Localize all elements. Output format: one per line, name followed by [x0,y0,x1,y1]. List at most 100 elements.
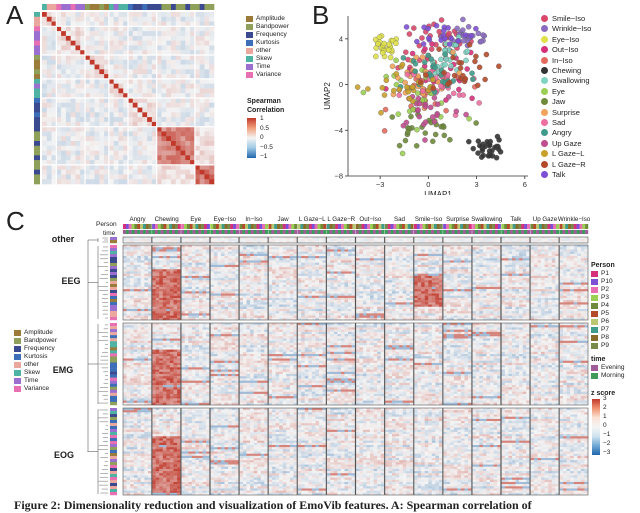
zscore-cell [140,396,145,399]
correlation-cell [61,64,67,70]
correlation-cell [161,64,167,70]
umap-point [462,32,469,38]
zscore-cell [191,325,196,328]
zscore-cell [123,249,127,252]
zscore-cell [169,300,174,303]
zscore-cell [162,402,167,406]
zscore-cell [159,351,163,355]
zscore-cell [133,340,138,344]
zscore-cell [140,462,145,465]
zscore-cell [184,488,189,491]
correlation-cell [99,174,105,180]
correlation-cell [161,93,167,99]
correlation-cell [85,83,91,89]
zscore-cell [169,302,174,305]
zscore-cell [130,380,134,384]
correlation-cell [56,35,62,41]
correlation-cell [190,155,196,161]
correlation-cell [113,136,119,142]
panel-label-c: C [6,206,25,236]
correlation-cell [132,83,138,89]
zscore-cell [162,306,167,310]
correlation-cell [85,69,91,75]
zscore-cell [191,362,196,366]
zscore-cell [162,342,167,346]
zscore-cell [181,336,185,339]
correlation-cell [175,55,181,61]
umap-point [441,132,448,139]
zscore-cell [152,331,156,335]
zscore-cell [137,340,142,344]
zscore-cell [126,284,131,288]
zscore-cell [152,473,156,476]
correlation-cell [89,59,95,65]
correlation-cell [175,145,181,151]
zscore-cell [123,338,127,341]
zscore-cell [173,492,178,496]
correlation-cell [51,35,57,41]
zscore-cell [130,269,134,272]
correlation-cell [166,78,172,84]
correlation-cell [142,141,148,147]
zscore-cell [140,389,145,392]
zscore-cell [155,269,160,272]
correlation-cell [199,141,205,147]
zscore-cell [144,481,149,485]
zscore-cell [159,449,163,452]
correlation-cell [171,40,177,46]
zscore-cell [173,325,178,328]
zscore-cell [159,258,163,261]
zscore-cell [147,402,152,406]
zscore-cell [123,253,127,257]
person-annotation-cell [131,224,135,229]
zscore-cell [133,427,138,430]
correlation-cell [65,64,71,70]
zscore-cell [195,488,200,491]
correlation-cell [199,164,205,170]
zscore-cell [206,331,210,335]
correlation-cell [118,169,124,175]
zscore-cell [144,492,149,496]
correlation-cell [166,160,172,166]
zscore-cell [166,267,171,270]
zscore-cell [123,371,127,375]
correlation-cell [132,126,138,132]
umap-point [464,48,471,55]
zscore-cell [177,438,181,441]
zscore-cell [159,317,163,321]
umap-legend-dot [541,67,548,74]
correlation-cell [137,88,143,94]
zscore-cell [155,492,160,496]
zscore-cell [140,391,145,395]
umap-point [462,76,469,82]
zscore-cell [191,382,196,386]
umap-point [438,56,444,63]
correlation-cell [156,26,162,32]
zscore-cell [177,327,181,330]
zscore-cell [199,481,203,485]
correlation-cell [89,88,95,94]
correlation-cell [65,45,71,51]
correlation-cell [180,16,186,22]
correlation-cell [85,93,91,99]
zscore-cell [195,289,200,292]
zscore-cell [147,447,152,450]
zscore-cell [177,453,181,457]
zscore-cell [188,385,193,388]
zscore-cell [206,356,210,359]
correlation-cell [190,26,196,32]
zscore-cell [140,360,145,364]
zscore-cell [184,466,189,470]
zscore-cell [199,436,203,439]
zscore-cell [228,260,232,263]
zscore-cell [152,256,156,259]
correlation-cell [128,126,134,132]
zscore-cell [133,289,138,292]
correlation-cell [108,55,114,61]
zscore-cell [126,262,131,266]
zscore-cell [137,258,142,261]
zscore-cell [152,362,156,366]
correlation-cell [118,78,124,84]
zscore-cell [191,291,196,294]
correlation-cell [171,117,177,123]
